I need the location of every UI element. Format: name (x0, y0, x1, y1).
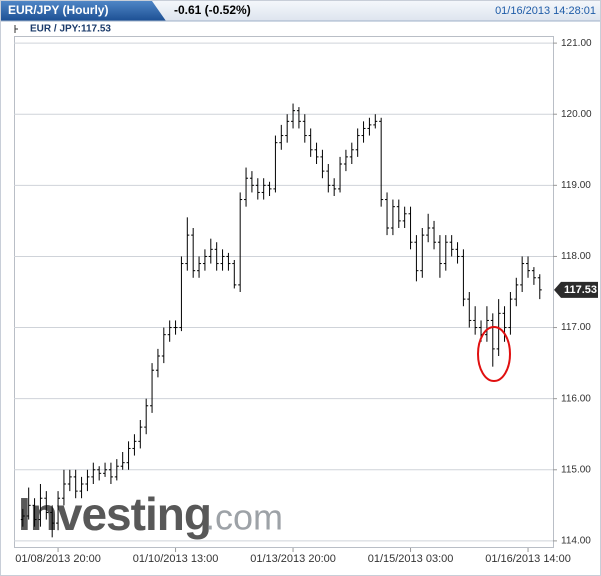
y-tick-label: 115.00 (561, 464, 591, 475)
y-tick-label: 117.00 (561, 322, 591, 333)
y-tick-label: 114.00 (561, 536, 591, 547)
plot-border (14, 36, 554, 548)
y-tick-label: 120.00 (561, 109, 592, 120)
highlight-circle (477, 326, 511, 382)
change: -0.61 (-0.52%) (174, 3, 251, 17)
legend-icon (14, 25, 18, 33)
x-tick-label: 01/10/2013 13:00 (133, 553, 219, 565)
chart-title: EUR/JPY (Hourly) (8, 3, 108, 17)
title-tab (1, 1, 166, 21)
last-price-box (554, 281, 598, 298)
x-tick-label: 01/16/2013 14:00 (485, 553, 571, 565)
x-tick-label: 01/08/2013 20:00 (15, 553, 101, 565)
last-price-label: 117.53 (564, 284, 597, 296)
legend-label: EUR / JPY:117.53 (30, 24, 111, 35)
x-tick-label: 01/15/2013 03:00 (368, 553, 454, 565)
y-tick-label: 118.00 (561, 251, 591, 262)
watermark: Investing (18, 488, 211, 540)
watermark-suffix: .com (205, 497, 283, 538)
x-tick-label: 01/13/2013 20:00 (250, 553, 336, 565)
y-tick-label: 121.00 (561, 38, 592, 49)
timestamp: 01/16/2013 14:28:01 (495, 5, 596, 17)
y-tick-label: 116.00 (561, 393, 591, 404)
y-tick-label: 119.00 (561, 180, 591, 191)
